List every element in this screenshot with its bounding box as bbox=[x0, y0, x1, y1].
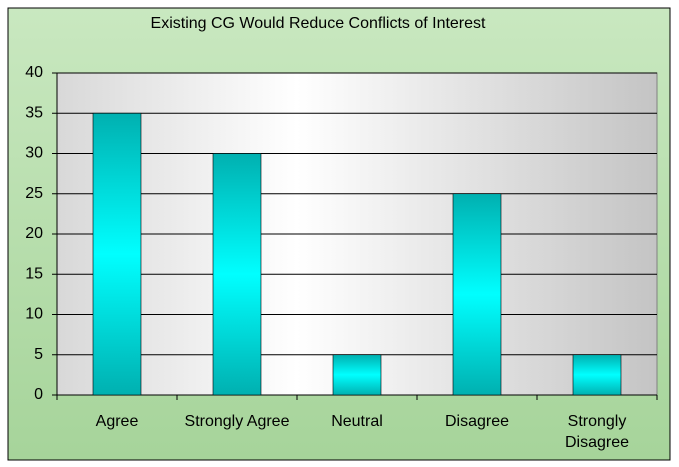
x-tick-label: Neutral bbox=[331, 413, 383, 430]
bar bbox=[452, 193, 502, 396]
y-tick-label: 40 bbox=[25, 64, 43, 81]
x-tick-label: Agree bbox=[95, 413, 139, 430]
x-tick-label: Strongly Disagree bbox=[564, 413, 630, 451]
y-tick-label: 30 bbox=[25, 145, 43, 162]
y-tick-label: 35 bbox=[25, 104, 43, 121]
chart-title: Existing CG Would Reduce Conflicts of In… bbox=[151, 15, 487, 32]
y-tick-label: 10 bbox=[25, 306, 43, 323]
y-tick-label: 25 bbox=[25, 185, 43, 202]
y-tick-label: 0 bbox=[34, 386, 43, 403]
bar bbox=[332, 354, 382, 396]
y-tick-label: 15 bbox=[25, 265, 43, 282]
x-tick-label: Strongly Agree bbox=[184, 413, 290, 430]
bar bbox=[212, 153, 262, 396]
bar bbox=[572, 354, 622, 396]
y-tick-label: 20 bbox=[25, 225, 43, 242]
x-tick-label: Disagree bbox=[444, 413, 510, 430]
y-tick-label: 5 bbox=[34, 346, 43, 363]
bar bbox=[92, 112, 142, 396]
